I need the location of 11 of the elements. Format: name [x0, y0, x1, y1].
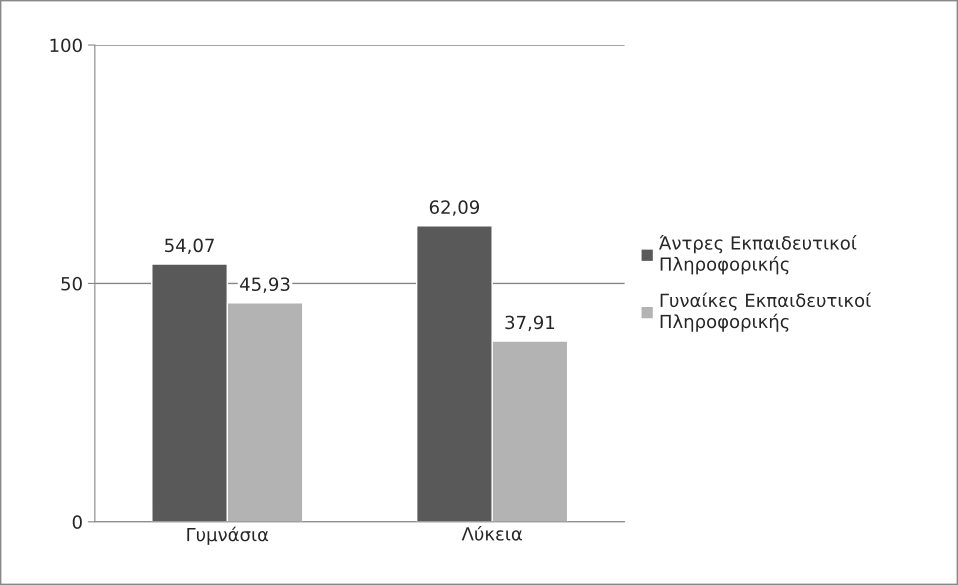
data-label: 62,09 — [430, 200, 479, 216]
x-tick-label: Γυμνάσια — [187, 526, 268, 545]
legend-label: Γυναίκες Εκπαιδευτικοί Πληροφορικής — [660, 292, 871, 332]
y-tick-label: 50 — [61, 276, 82, 291]
y-tick-label: 0 — [72, 515, 82, 529]
y-tick-label: 100 — [50, 38, 82, 52]
legend-label: Άντρες Εκπαιδευτικοί Πληροφορικής — [659, 235, 857, 274]
data-label: 37,91 — [505, 316, 554, 332]
x-tick-label: Λύκεια — [462, 526, 522, 541]
data-label: 45,93 — [240, 277, 290, 293]
data-label: 54,07 — [165, 238, 214, 254]
